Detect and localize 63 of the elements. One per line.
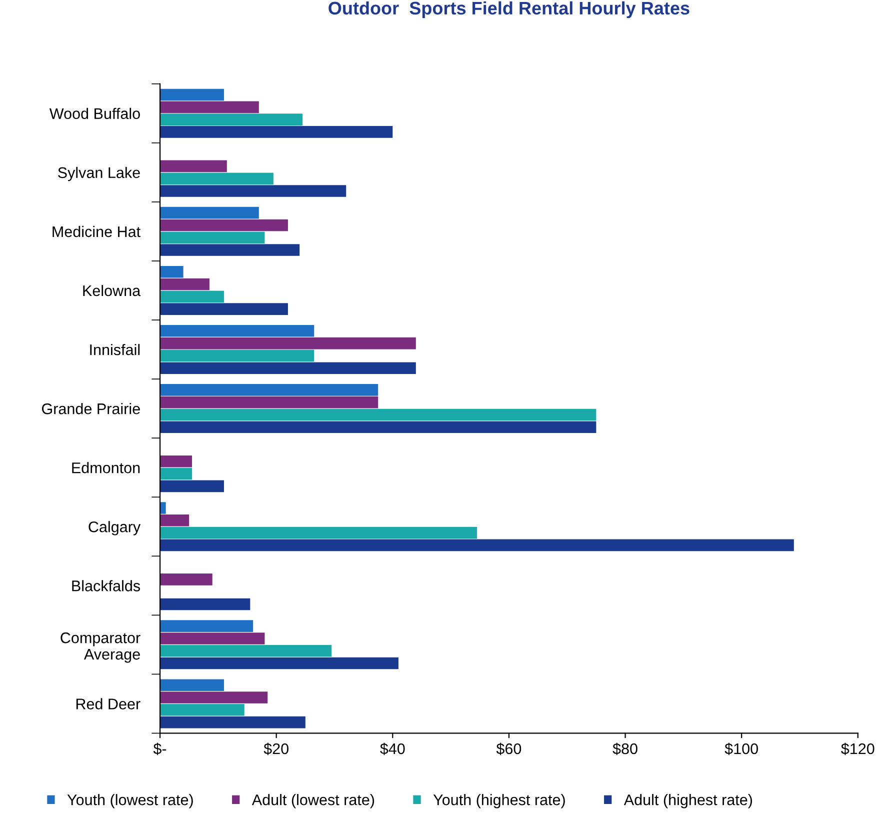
y-tick-label: Comparator Average [60,632,140,663]
y-tick-label: Kelowna [83,284,141,296]
bar [160,598,250,610]
legend-label: Adult (lowest rate) [252,794,374,808]
x-tick-label: $20 [264,742,288,756]
bar [160,679,224,692]
bar [160,539,794,552]
y-tick-label: Wood Buffalo [49,108,140,120]
bar [160,303,288,315]
bar [160,88,224,101]
bar [160,266,184,278]
bar [160,396,378,408]
y-tick-label: Sylvan Lake [58,166,140,182]
bar [160,232,265,244]
bar [160,325,314,337]
x-tick-label: $120 [841,742,874,756]
bar [160,278,210,290]
x-tick-label: $40 [380,742,405,756]
y-tick-label: Innisfail [90,344,140,356]
y-tick-label: Medicine Hat [52,226,140,238]
legend-label: Adult (highest rate) [624,794,752,808]
legend-label: Youth (lowest rate) [67,794,193,808]
bar [160,632,265,644]
bar [160,716,306,728]
bar [160,421,596,434]
bar [160,101,259,114]
y-tick-label: Edmonton [72,462,140,474]
bar [160,362,416,374]
y-tick-label: Red Deer [76,698,140,710]
bar [160,206,259,219]
chart-title: Outdoor Sports Field Rental Hourly Rates [328,1,690,18]
bar [160,526,477,539]
bar [160,502,166,514]
bar [160,337,416,350]
legend-label: Youth (highest rate) [433,794,565,808]
y-tick-label: Grande Prairie [42,403,140,414]
bar [160,620,254,632]
bar [160,244,300,256]
bar [160,704,244,716]
bar [160,219,288,232]
y-tick-label: Calgary [88,521,141,536]
bar [160,350,314,362]
x-tick-label: $- [153,742,166,756]
x-tick-label: $100 [724,742,758,756]
bar [160,657,398,670]
bar [160,160,227,172]
bar [160,384,378,396]
x-tick-label: $80 [612,742,638,756]
bar [160,290,224,303]
bar [160,574,212,586]
bar [160,126,393,138]
bar [160,468,192,480]
y-tick-label: Blackfalds [72,580,140,592]
bar [160,114,302,126]
bar [160,480,224,492]
bar [160,408,596,421]
x-tick-label: $60 [496,742,522,756]
bar [160,644,332,657]
bar [160,185,346,197]
bar [160,692,268,704]
bar [160,514,190,526]
bar [160,172,274,184]
bar [160,455,192,468]
